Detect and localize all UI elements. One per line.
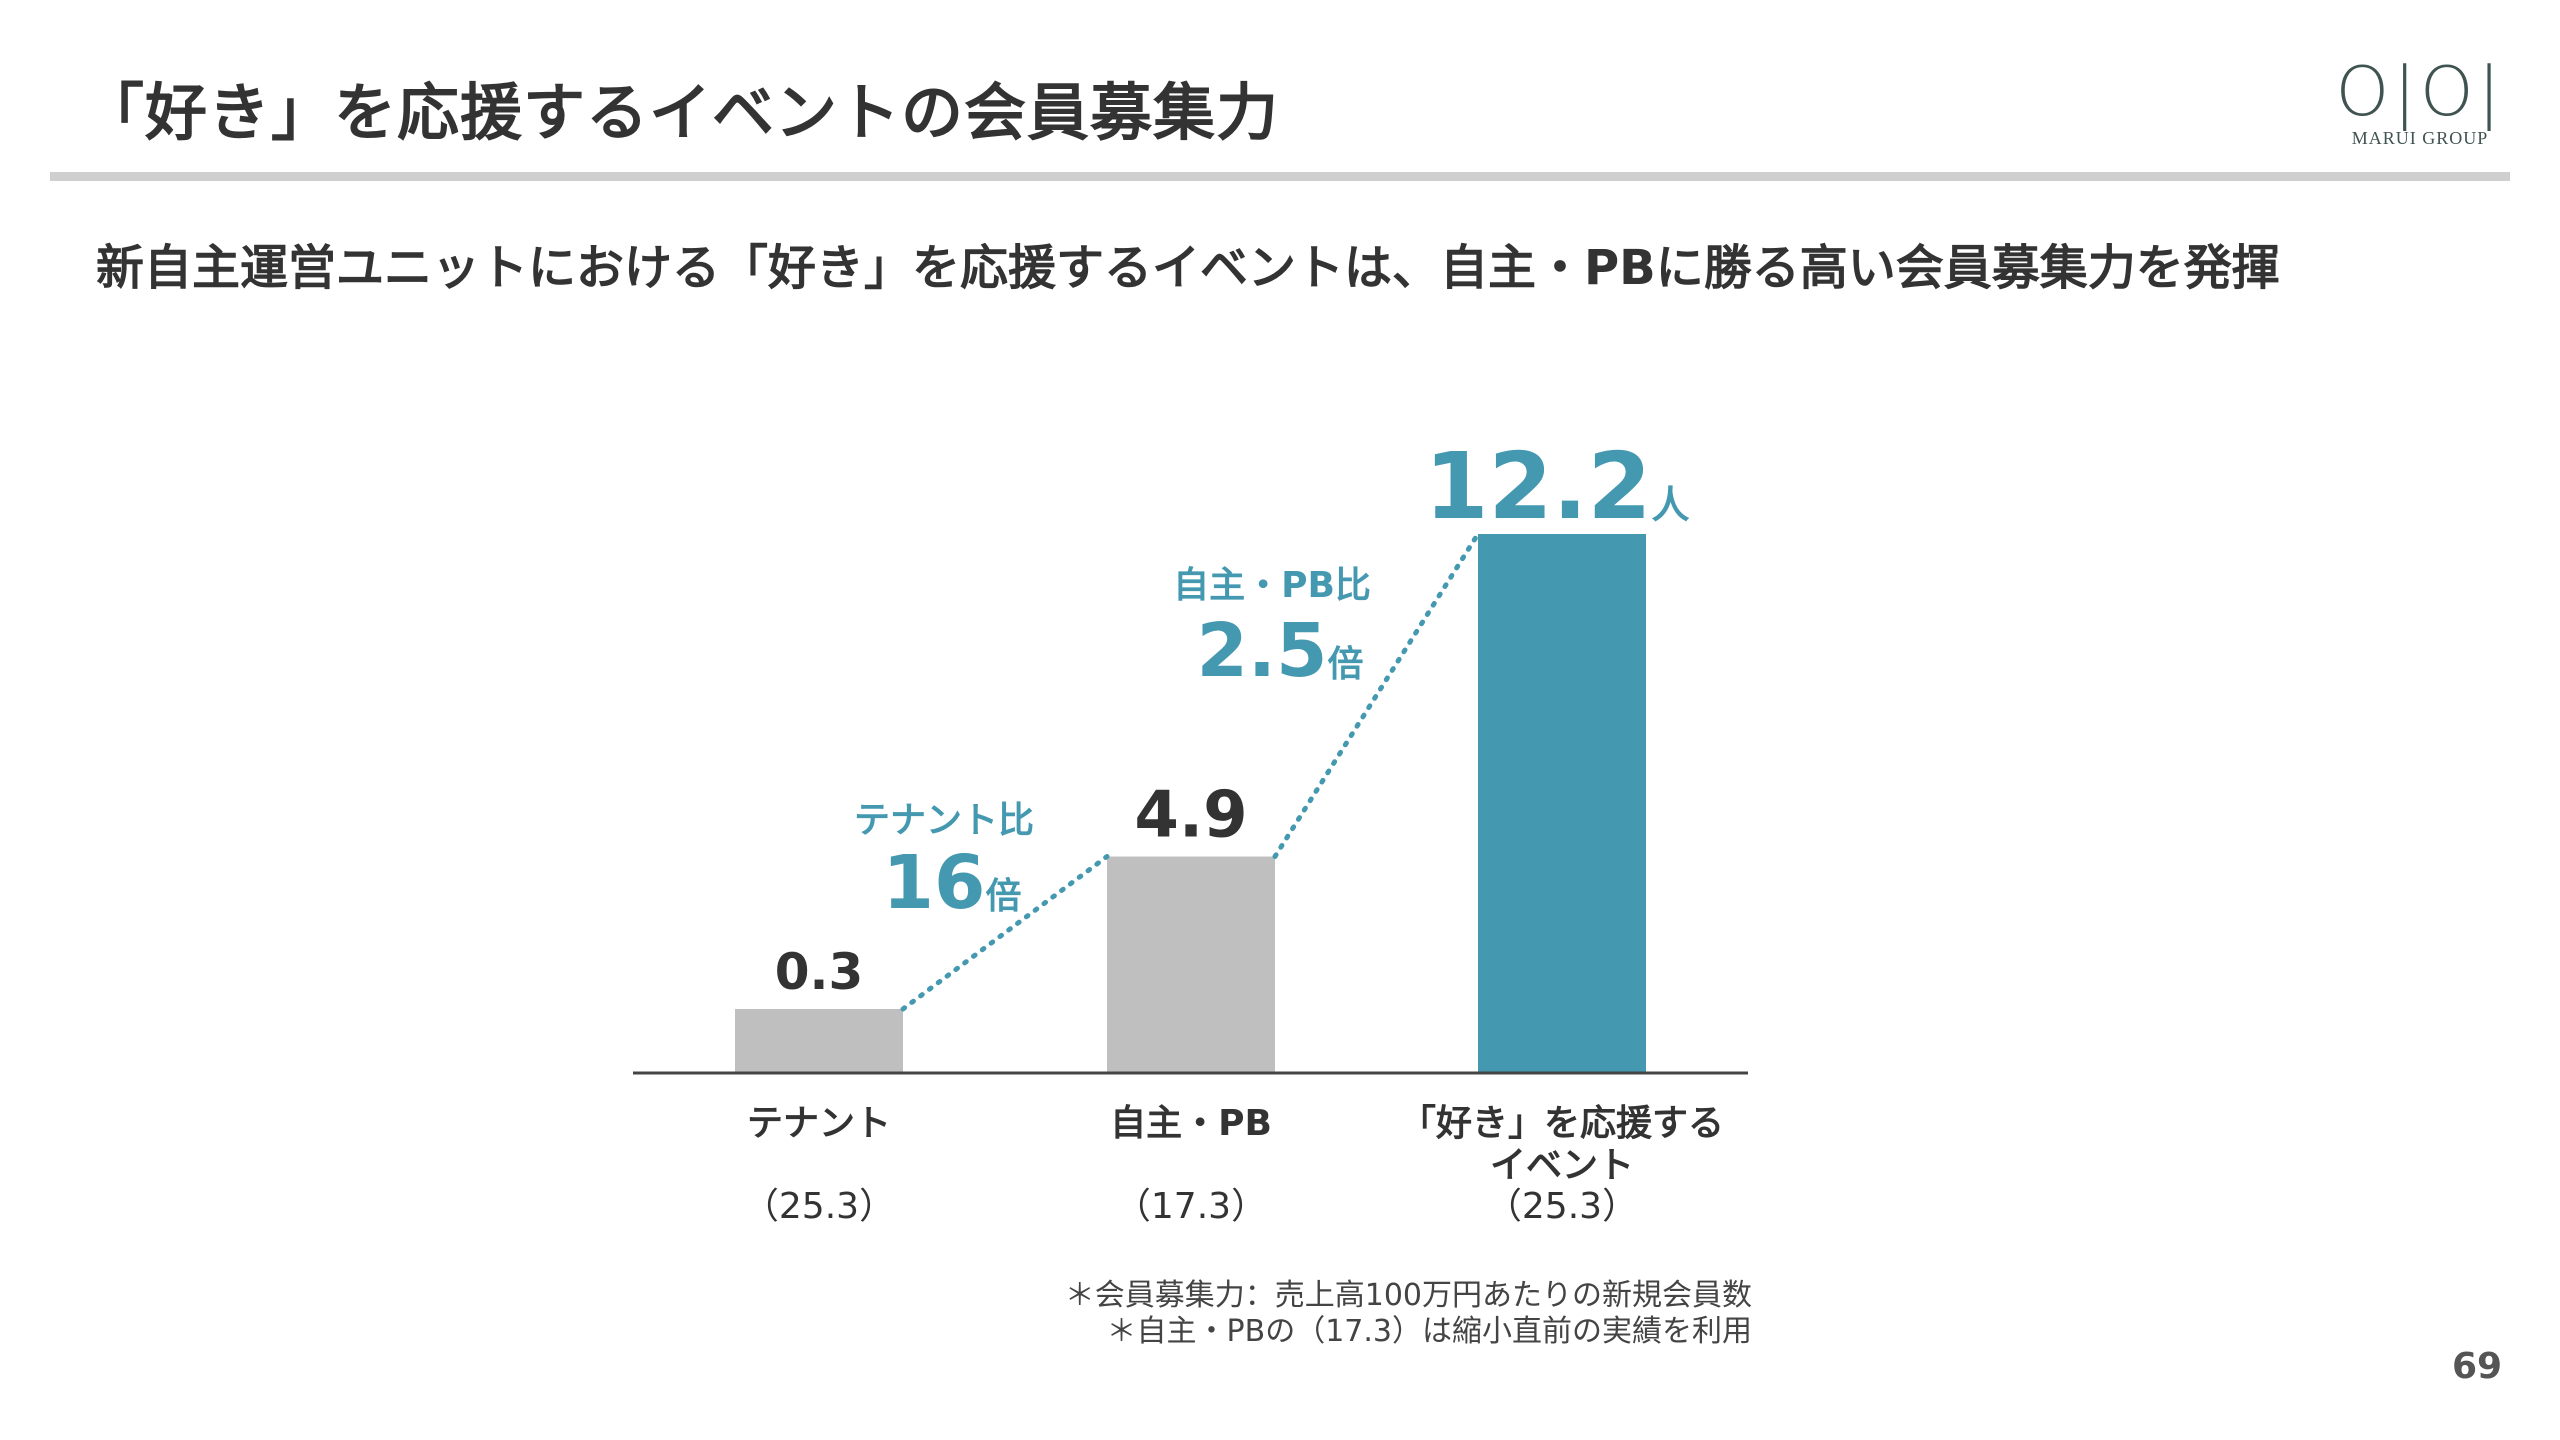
value-unit: 人 <box>1651 483 1689 527</box>
category-label: 「好き」を応援する <box>1400 1103 1724 1144</box>
value-label: 12.2人 <box>1424 433 1689 540</box>
ratio-unit: 倍 <box>1328 644 1364 685</box>
footnote: ＊会員募集力：売上高100万円あたりの新規会員数 <box>1064 1278 1752 1313</box>
period-label: （17.3） <box>1115 1186 1267 1227</box>
footnotes: ＊会員募集力：売上高100万円あたりの新規会員数 ＊自主・PBの（17.3）は縮… <box>1065 1278 1752 1350</box>
logo-mark: O|O| <box>2335 53 2505 132</box>
category-label: テナント <box>747 1103 891 1144</box>
ratio-label: 自主・PB比 <box>1173 565 1371 606</box>
category-label: 自主・PB <box>1110 1103 1272 1144</box>
ratio-value: 2.5倍 <box>1196 608 1363 694</box>
slide-subtitle: 新自主運営ユニットにおける「好き」を応援するイベントは、自主・PBに勝る高い会員… <box>96 240 2280 296</box>
bar <box>1478 534 1646 1073</box>
connector-dotted-line <box>1272 531 1481 860</box>
ratio-label: テナント比 <box>854 800 1034 841</box>
page-number: 69 <box>2452 1346 2503 1387</box>
bar <box>735 1009 903 1073</box>
category-label: イベント <box>1490 1145 1634 1186</box>
ratio-unit: 倍 <box>985 876 1021 917</box>
value-label: 4.9 <box>1134 779 1247 853</box>
period-label: （25.3） <box>1486 1186 1638 1227</box>
logo-subtext: MARUI GROUP <box>2351 128 2489 148</box>
bar <box>1107 856 1275 1073</box>
page-title: 「好き」を応援するイベントの会員募集力 <box>82 76 1280 149</box>
connector-dotted-line <box>900 854 1110 1012</box>
header-divider <box>50 172 2510 181</box>
marui-group-logo: O|O| MARUI GROUP <box>2330 58 2510 158</box>
period-label: （25.3） <box>743 1186 895 1227</box>
ratio-value: 16倍 <box>883 840 1022 926</box>
value-label: 0.3 <box>775 943 864 1001</box>
footnote: ＊自主・PBの（17.3）は縮小直前の実績を利用 <box>1106 1314 1752 1349</box>
